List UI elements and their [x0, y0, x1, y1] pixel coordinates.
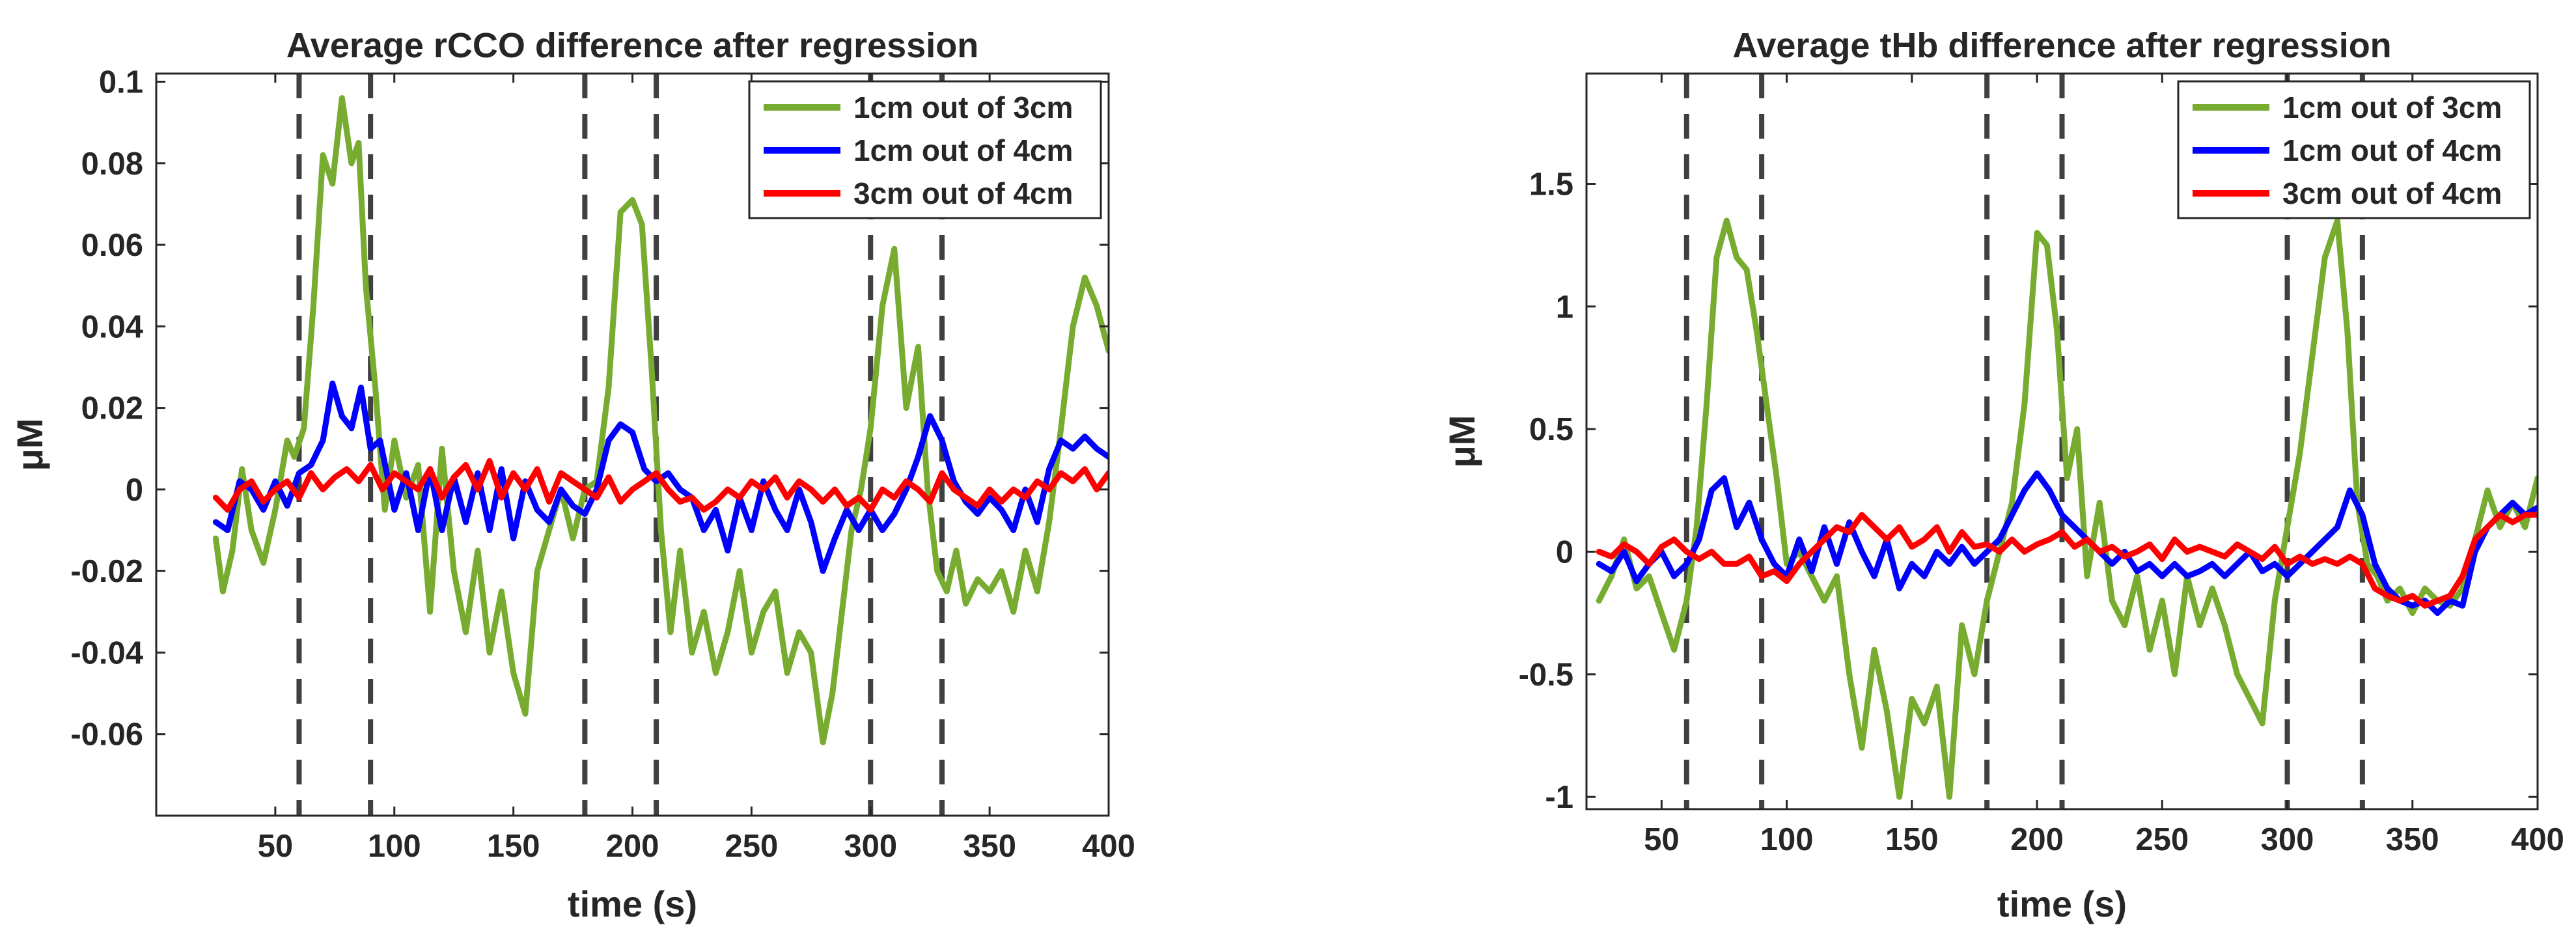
x-axis-label: time (s): [1997, 883, 2127, 924]
legend-label: 1cm out of 4cm: [2282, 133, 2502, 167]
legend-label: 3cm out of 4cm: [853, 176, 1073, 210]
legend-label: 1cm out of 3cm: [853, 90, 1073, 124]
chart-title: Average tHb difference after regression: [1732, 26, 2391, 65]
series-group: [1596, 217, 2538, 800]
y-tick-label: 0: [1556, 535, 1573, 570]
series-line: [1596, 470, 2538, 616]
x-tick-label: 350: [963, 829, 1016, 864]
legend: 1cm out of 3cm 1cm out of 4cm 3cm out of 4…: [2177, 80, 2531, 219]
y-tick-label: 1.5: [1529, 167, 1573, 202]
legend: 1cm out of 3cm 1cm out of 4cm 3cm out of 4…: [748, 80, 1102, 219]
series-line: [1596, 217, 2538, 800]
x-tick-label: 400: [1082, 829, 1135, 864]
y-tick-label: -0.02: [70, 554, 143, 589]
x-tick-label: 50: [258, 829, 294, 864]
x-tick-label: 200: [2010, 822, 2064, 857]
x-tick-label: 50: [1644, 822, 1680, 857]
series-line: [1596, 512, 2538, 609]
x-axis-label: time (s): [568, 883, 697, 924]
series-line: [212, 458, 1109, 513]
y-tick-label: 0.1: [99, 65, 143, 100]
x-tick-label: 300: [2261, 822, 2314, 857]
y-tick-label: 0.06: [81, 228, 143, 263]
chart-title: Average rCCO difference after regression: [286, 26, 978, 65]
x-tick-label: 300: [844, 829, 897, 864]
legend-label: 1cm out of 3cm: [2282, 90, 2502, 124]
x-tick-label: 100: [1760, 822, 1814, 857]
chart-thb: 50 100 150 200 250 300 350 400 -1 -0.5 0 0.5 1 1.5 Ave…: [1441, 26, 2564, 924]
x-tick-label: 200: [606, 829, 659, 864]
series-line: [212, 95, 1109, 745]
x-tick-label: 150: [487, 829, 540, 864]
x-tick-label: 350: [2386, 822, 2439, 857]
series-line: [212, 380, 1109, 574]
y-tick-label: 0: [126, 473, 143, 508]
y-axis-label: μM: [1441, 415, 1482, 468]
axes-box: [1585, 72, 2539, 810]
x-tick-label: 250: [725, 829, 778, 864]
x-tick-label: 100: [368, 829, 421, 864]
y-tick-label: 0.04: [81, 309, 143, 344]
y-tick-label: -1: [1545, 780, 1573, 815]
y-tick-label: 0.02: [81, 391, 143, 426]
legend-label: 1cm out of 4cm: [853, 133, 1073, 167]
y-axis-label: μM: [9, 419, 50, 471]
y-tick-label: -0.5: [1519, 657, 1573, 693]
x-tick-label: 150: [1885, 822, 1939, 857]
x-tick-label: 400: [2511, 822, 2564, 857]
y-tick-label: 0.08: [81, 146, 143, 182]
series-group: [212, 95, 1109, 745]
y-tick-label: -0.04: [70, 635, 143, 670]
legend-label: 3cm out of 4cm: [2282, 176, 2502, 210]
y-tick-label: 0.5: [1529, 412, 1573, 447]
chart-rcco: 50 100 150 200 250 300 350 400 -0.06 -0.04 -0.02 0 0…: [9, 26, 1135, 924]
y-tick-label: -0.06: [70, 717, 143, 753]
y-tick-label: 1: [1556, 290, 1573, 325]
x-tick-label: 250: [2135, 822, 2189, 857]
